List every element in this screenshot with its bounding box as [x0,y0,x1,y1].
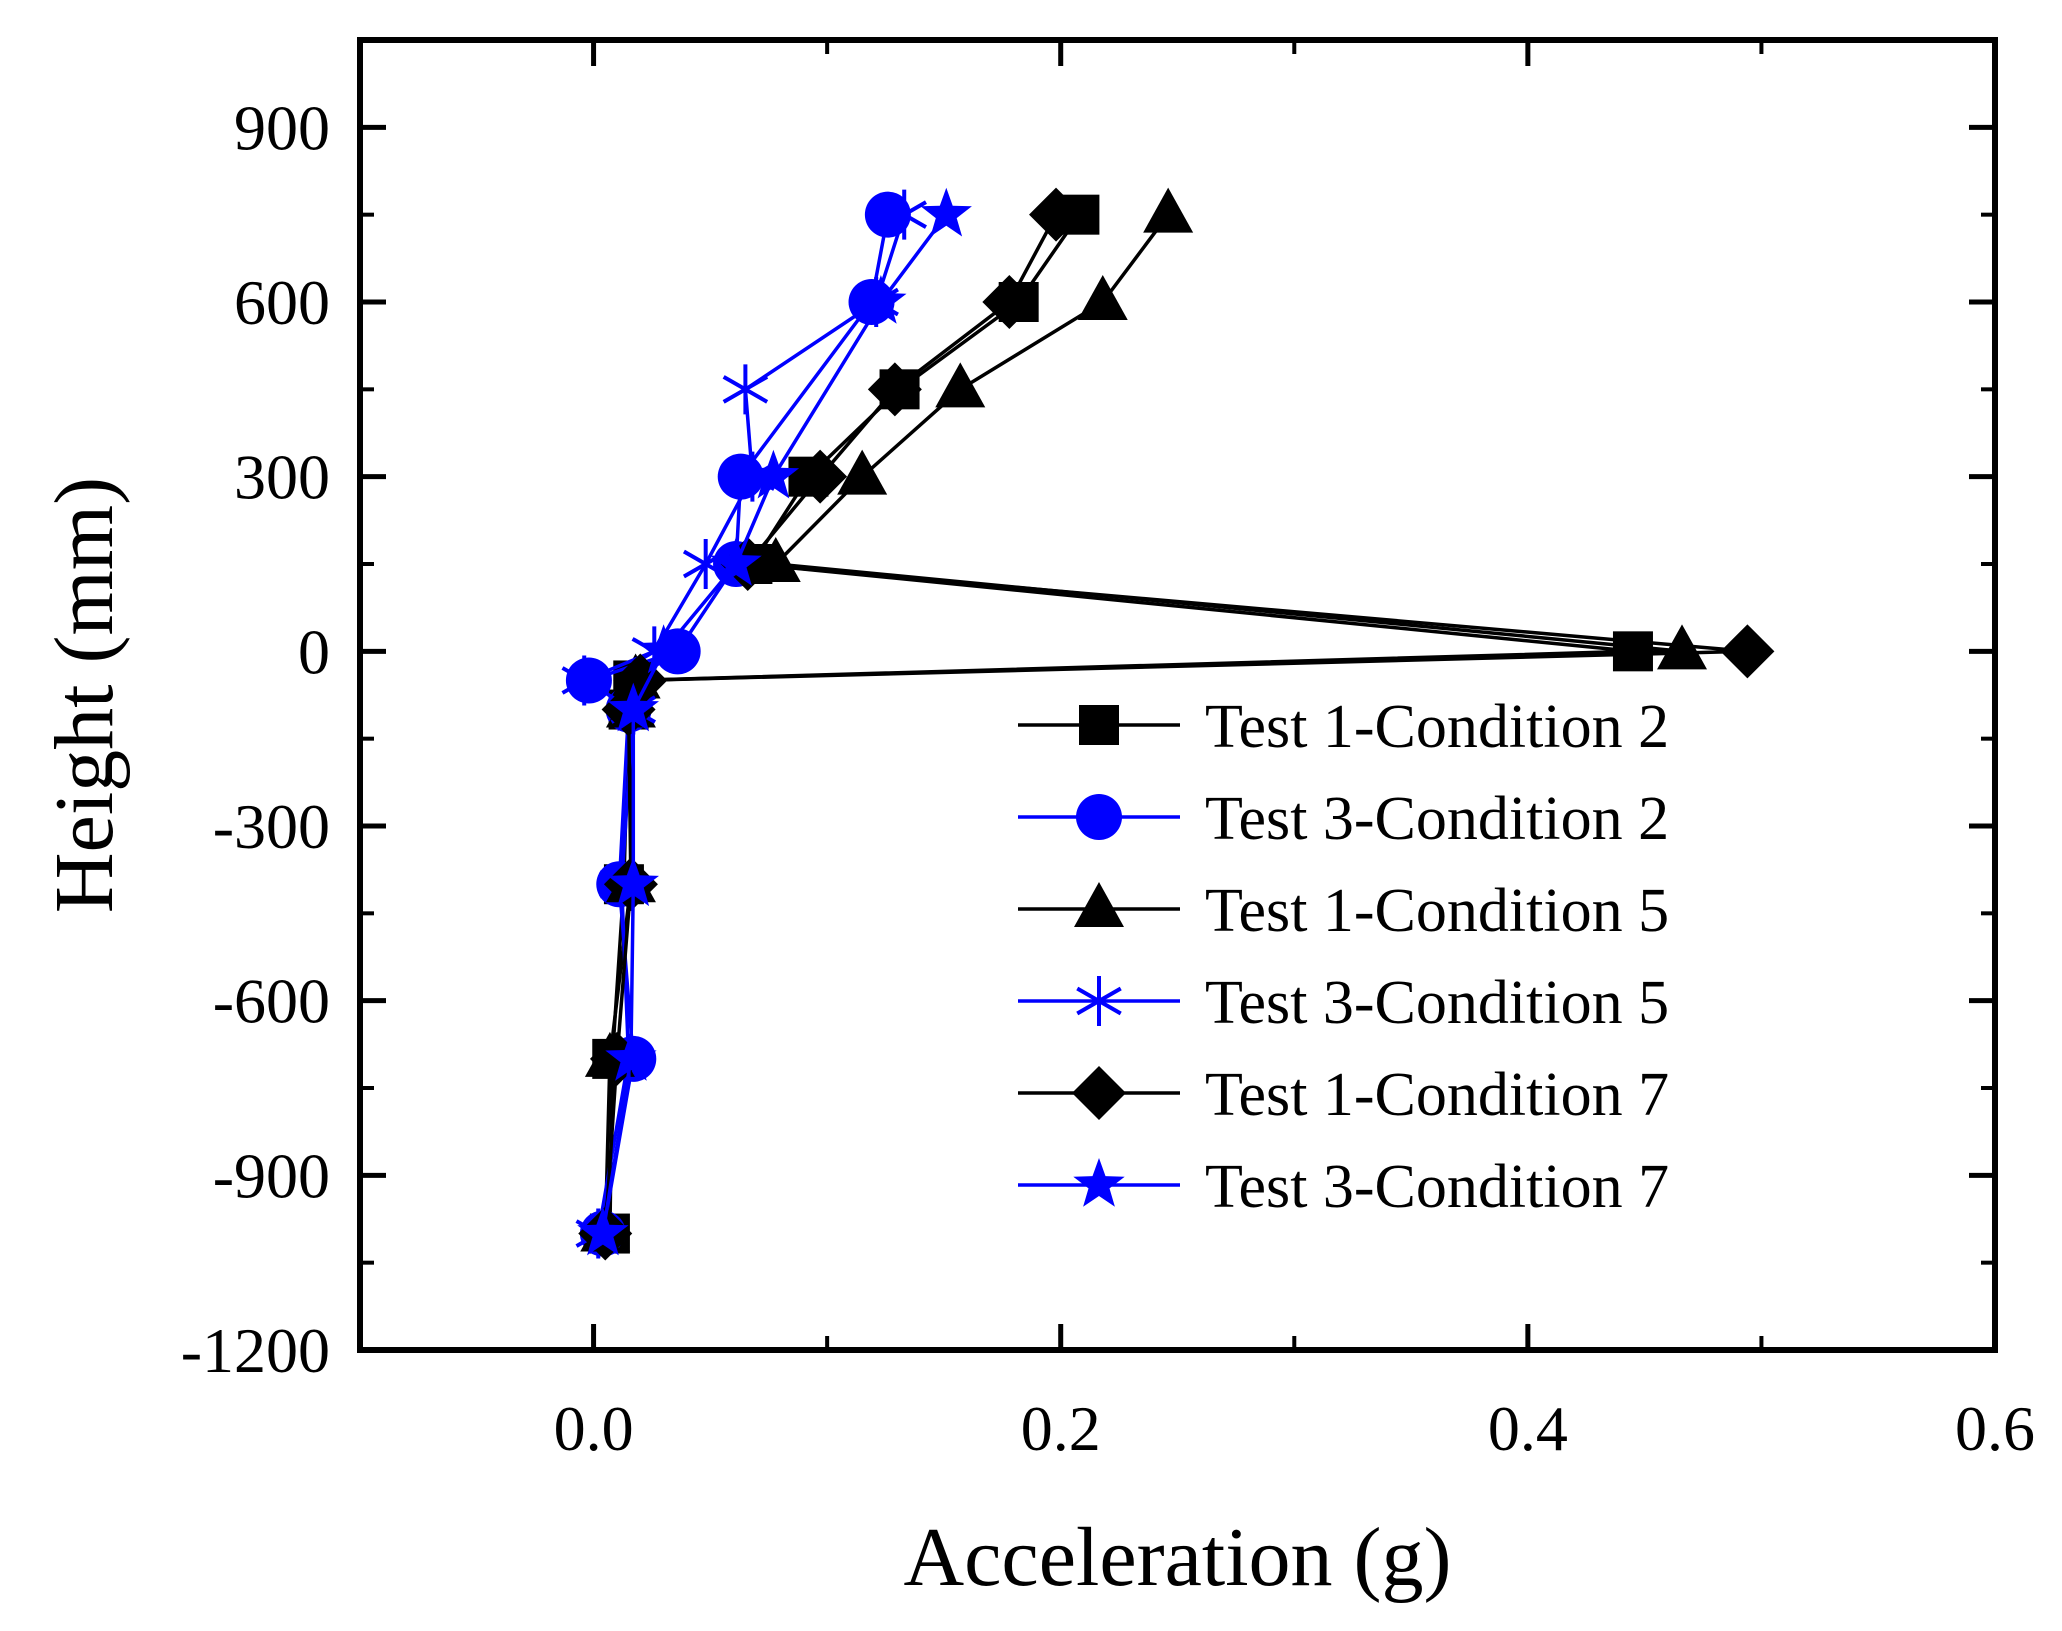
x-tick-label: 0.2 [1021,1393,1101,1464]
series-test-3-condition-7 [577,187,972,1256]
y-tick-label: -600 [213,966,330,1037]
legend-marker [1076,976,1122,1026]
data-point [935,362,986,408]
legend-marker [1076,794,1122,840]
y-tick-label: 300 [234,442,330,513]
data-point [1720,624,1775,679]
legend-label: Test 1-Condition 5 [1205,877,1669,945]
data-point [638,624,690,674]
data-point [982,275,1037,329]
legend-item-test-3-condition-2: Test 3-Condition 2 [1018,785,1669,853]
legend-label: Test 3-Condition 5 [1205,969,1669,1037]
data-point [607,682,659,732]
legend-label: Test 1-Condition 2 [1205,693,1669,761]
y-tick-label: 0 [298,616,330,687]
y-tick-label: -300 [213,791,330,862]
y-tick-label: -1200 [181,1315,330,1386]
legend-marker [1073,1158,1125,1207]
data-point [710,537,762,586]
data-point [1143,187,1194,233]
x-tick-label: 0.0 [554,1393,634,1464]
data-point [747,449,800,499]
plot-frame [357,37,1998,1353]
legend-marker [1072,1066,1126,1120]
y-axis-title: Height (mm) [38,477,131,913]
data-point [722,364,769,415]
data-point [605,1031,657,1081]
series-layer [561,187,1775,1261]
legend-marker [1074,882,1124,927]
data-point [867,362,922,417]
y-tick-label: 600 [234,267,330,338]
legend-label: Test 3-Condition 2 [1205,785,1669,853]
legend-item-test-3-condition-7: Test 3-Condition 7 [1018,1153,1669,1221]
legend-item-test-3-condition-5: Test 3-Condition 5 [1018,969,1669,1037]
x-tick-label: 0.4 [1488,1393,1568,1464]
legend-label: Test 1-Condition 7 [1205,1061,1669,1129]
legend-item-test-1-condition-7: Test 1-Condition 7 [1018,1061,1669,1129]
data-point [607,857,659,907]
data-point [837,449,888,495]
data-point [577,1206,629,1256]
legend-marker [1079,705,1119,745]
data-point [561,655,607,706]
data-point [1029,187,1084,242]
data-point [1077,275,1128,320]
legend-item-test-1-condition-2: Test 1-Condition 2 [1018,693,1669,761]
data-point [881,189,927,240]
data-point [793,449,848,504]
legend-item-test-1-condition-5: Test 1-Condition 5 [1018,877,1669,945]
legend-label: Test 3-Condition 7 [1205,1153,1669,1221]
x-axis-title: Acceleration (g) [903,1511,1451,1604]
data-point [565,657,612,704]
x-tick-label: 0.6 [1955,1393,2035,1464]
y-tick-label: -900 [213,1140,330,1211]
y-tick-label: 900 [234,92,330,163]
data-point [920,187,972,237]
legend: Test 1-Condition 2 Test 3-Condition 2 Test… [1018,693,1669,1221]
axes-layer: 0.0 0.2 0.4 0.6 900 600 300 0 -300 -600 -900 -1200 [181,37,2035,1464]
data-point [717,453,764,500]
data-point [855,275,907,324]
